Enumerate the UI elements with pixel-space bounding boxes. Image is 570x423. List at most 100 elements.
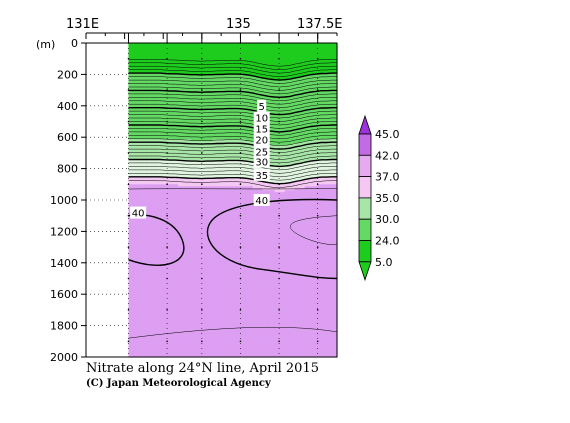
field-cell xyxy=(128,190,132,193)
field-cell xyxy=(193,201,197,205)
field-cell xyxy=(148,294,152,297)
field-cell xyxy=(128,304,132,307)
field-cell xyxy=(185,127,189,130)
field-cell xyxy=(160,235,164,238)
field-cell xyxy=(128,182,132,185)
field-cell xyxy=(130,349,135,352)
field-cell xyxy=(155,278,159,282)
field-cell xyxy=(197,345,202,348)
field-cell xyxy=(185,68,189,72)
field-cell xyxy=(148,221,152,225)
field-cell xyxy=(190,95,194,99)
field-cell xyxy=(128,64,132,68)
field-cell xyxy=(195,243,199,246)
field-cell xyxy=(205,76,209,79)
field-cell xyxy=(200,168,204,172)
field-cell xyxy=(148,60,152,64)
field-cell xyxy=(188,164,192,168)
field-cell xyxy=(128,156,132,160)
field-cell xyxy=(140,217,144,221)
field-cell xyxy=(160,105,164,109)
field-cell xyxy=(175,64,179,68)
field-cell xyxy=(148,111,152,115)
field-cell xyxy=(163,351,167,354)
field-cell xyxy=(145,46,149,50)
field-cell xyxy=(195,86,199,89)
field-cell xyxy=(185,321,189,325)
field-cell xyxy=(188,64,192,68)
field-cell xyxy=(200,135,204,138)
field-cell xyxy=(190,60,194,64)
field-cell xyxy=(145,221,149,225)
field-cell xyxy=(202,343,207,346)
field-cell xyxy=(190,260,194,264)
field-cell xyxy=(133,223,137,227)
field-cell xyxy=(160,353,164,356)
field-cell xyxy=(160,258,164,262)
field-cell xyxy=(168,264,172,268)
field-cell xyxy=(160,243,164,246)
field-cell xyxy=(140,309,144,313)
field-cell xyxy=(185,86,189,89)
field-cell xyxy=(170,264,174,268)
field-cell xyxy=(135,125,139,128)
field-cell xyxy=(195,341,199,344)
field-cell xyxy=(190,209,194,213)
field-cell xyxy=(148,329,152,333)
field-cell xyxy=(163,325,167,329)
field-cell xyxy=(188,172,192,176)
field-cell xyxy=(153,227,157,231)
field-cell xyxy=(183,56,187,60)
field-cell xyxy=(178,243,182,246)
field-cell xyxy=(190,160,194,164)
field-cell xyxy=(130,323,135,327)
field-cell xyxy=(160,78,164,81)
field-cell xyxy=(173,221,177,225)
field-cell xyxy=(173,133,177,136)
field-cell xyxy=(188,115,192,119)
field-cell xyxy=(155,131,159,134)
field-cell xyxy=(150,239,154,242)
field-cell xyxy=(195,345,199,348)
field-cell xyxy=(140,274,144,278)
field-cell xyxy=(205,46,209,50)
field-cell xyxy=(150,200,154,203)
field-cell xyxy=(170,276,174,280)
field-cell xyxy=(145,209,149,213)
field-cell xyxy=(193,50,197,54)
field-cell xyxy=(145,131,149,134)
field-cell xyxy=(150,205,154,209)
field-cell xyxy=(185,84,189,87)
field-cell xyxy=(148,172,152,176)
field-cell xyxy=(180,213,184,217)
field-cell xyxy=(190,221,194,225)
field-cell xyxy=(183,48,187,52)
field-cell xyxy=(130,56,135,60)
field-cell xyxy=(190,274,194,278)
field-cell xyxy=(170,309,174,313)
field-cell xyxy=(160,48,164,52)
field-cell xyxy=(202,109,207,113)
field-cell xyxy=(188,44,192,48)
field-cell xyxy=(173,237,177,240)
field-cell xyxy=(143,321,147,325)
field-cell xyxy=(153,58,157,62)
field-cell xyxy=(185,333,189,337)
field-cell xyxy=(145,43,149,46)
field-cell xyxy=(145,121,149,125)
field-cell xyxy=(135,182,139,185)
field-cell xyxy=(178,209,182,213)
field-cell xyxy=(133,311,137,315)
field-cell xyxy=(175,262,179,266)
field-cell xyxy=(133,235,137,238)
field-cell xyxy=(173,337,177,340)
field-cell xyxy=(128,135,132,138)
field-cell xyxy=(135,143,139,146)
field-cell xyxy=(145,107,149,111)
field-cell xyxy=(158,345,162,348)
field-cell xyxy=(143,347,147,350)
field-cell xyxy=(133,355,137,358)
field-cell xyxy=(185,284,189,287)
field-cell xyxy=(195,317,199,321)
field-cell xyxy=(200,280,204,284)
